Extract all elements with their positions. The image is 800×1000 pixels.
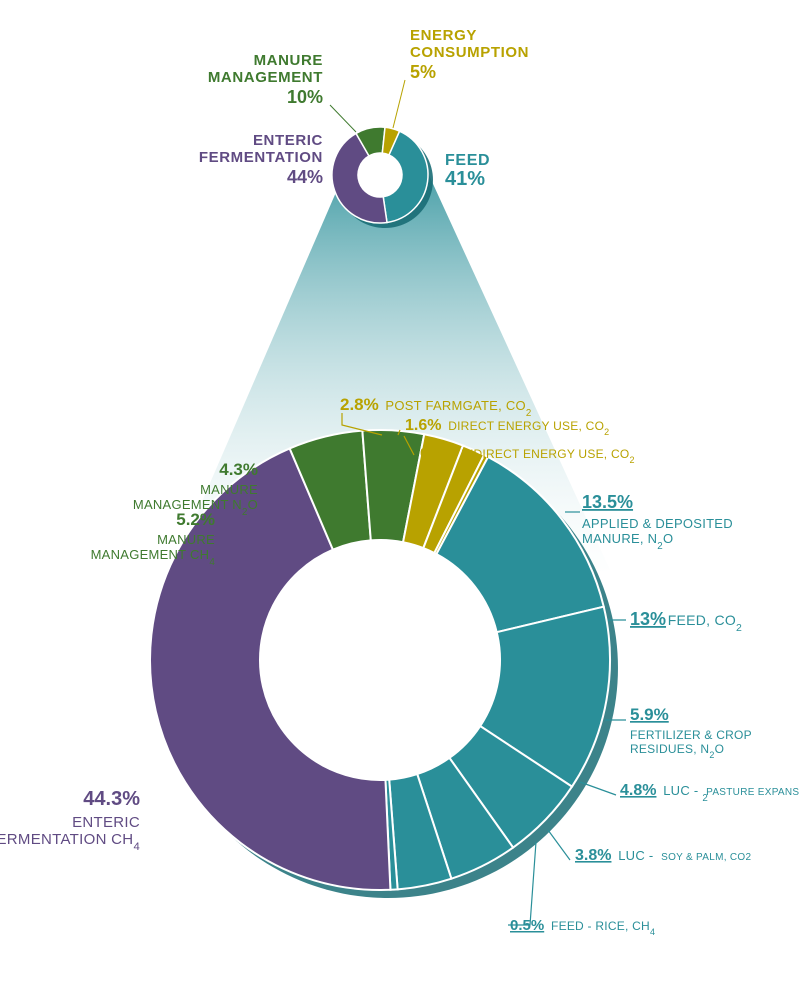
big-label-direct-pct: 1.6% [405, 417, 441, 434]
small-label-manure-pct: 10% [287, 87, 323, 107]
big-label-entericch4: 44.3% ENTERICFERMENTATION CH4 [0, 788, 140, 853]
small-label-enteric: ENTERICFERMENTATION44% [199, 132, 323, 187]
leader-energy-icon [393, 80, 405, 128]
big-label-mann2o-line1: MANURE [200, 482, 258, 497]
big-label-mann2o-pct: 4.3% [219, 460, 258, 479]
big-label-lucsoy-pct: 3.8% [575, 847, 611, 864]
small-label-feed: FEED41% [445, 152, 490, 190]
big-label-lucpast-text: LUC - 2 [663, 783, 708, 804]
small-label-enteric-pct: 44% [287, 167, 323, 187]
big-label-entericch4-line2: FERMENTATION CH4 [0, 831, 140, 853]
big-label-entericch4-pct: 44.3% [83, 788, 140, 810]
big-label-manch4: 5.2%MANUREMANAGEMENT CH4 [91, 510, 216, 568]
small-label-energy-line2: CONSUMPTION [410, 44, 529, 61]
big-label-lucsoy-text: LUC - [618, 848, 653, 863]
leader-manure-icon [330, 105, 356, 132]
big-label-feedrice-pct: 0.5% [510, 917, 544, 934]
leader-line [548, 830, 570, 860]
small-label-enteric-line2: FERMENTATION [199, 149, 323, 166]
big-label-applied: 13.5%APPLIED & DEPOSITEDMANURE, N2O [565, 492, 733, 552]
big-label-manch4-line1: MANURE [157, 532, 215, 547]
small-label-manure: MANUREMANAGEMENT10% [208, 52, 323, 107]
emissions-breakdown-chart: ENERGYCONSUMPTION5%MANUREMANAGEMENT10%EN… [0, 0, 800, 1000]
big-label-manch4-pct: 5.2% [176, 510, 215, 529]
big-label-fert-pct: 5.9% [630, 705, 669, 724]
big-label-fert-line1: FERTILIZER & CROP [630, 728, 752, 742]
small-donut-hole [358, 153, 402, 197]
leader-line [580, 782, 616, 795]
big-label-feedco2-text: FEED, CO2 [668, 612, 742, 634]
big-label-applied-pct: 13.5% [582, 492, 633, 512]
big-label-feedco2: 13%FEED, CO2 [608, 609, 742, 634]
small-label-energy: ENERGYCONSUMPTION5% [410, 27, 529, 82]
big-label-entericch4-line1: ENTERIC [72, 814, 140, 831]
big-label-lucpast: 4.8% LUC - 2PASTURE EXPANSION, CO2 [580, 782, 800, 804]
big-label-postfarm-pct: 2.8% [340, 395, 379, 414]
small-label-feed-pct: 41% [445, 168, 485, 190]
big-label-lucsoy-textsm: SOY & PALM, CO2 [661, 852, 751, 863]
big-label-lucpast-pct: 4.8% [620, 782, 656, 799]
big-label-lucpast-textsm: PASTURE EXPANSION, CO2 [706, 787, 800, 802]
big-label-lucsoy: 3.8% LUC - SOY & PALM, CO2 [548, 830, 752, 864]
big-label-indirect-pct: 0.3% [420, 445, 454, 462]
big-label-feedrice-text: FEED - RICE, CH4 [551, 919, 655, 937]
small-label-enteric-line1: ENTERIC [253, 132, 323, 149]
big-label-fert-line2: RESIDUES, N2O [630, 742, 724, 760]
big-donut-hole [260, 540, 500, 780]
big-label-applied-line1: APPLIED & DEPOSITED [582, 516, 733, 531]
big-label-fert: 5.9% FERTILIZER & CROPRESIDUES, N2O [605, 705, 752, 760]
small-label-manure-line1: MANURE [254, 52, 323, 69]
small-label-energy-pct: 5% [410, 62, 436, 82]
big-label-feedco2-pct: 13% [630, 609, 666, 629]
small-label-manure-line2: MANAGEMENT [208, 69, 323, 86]
small-label-energy-line1: ENERGY [410, 27, 477, 44]
big-label-mann2o: 4.3%MANUREMANAGEMENT N2O [133, 460, 258, 518]
small-label-feed-line1: FEED [445, 152, 490, 169]
